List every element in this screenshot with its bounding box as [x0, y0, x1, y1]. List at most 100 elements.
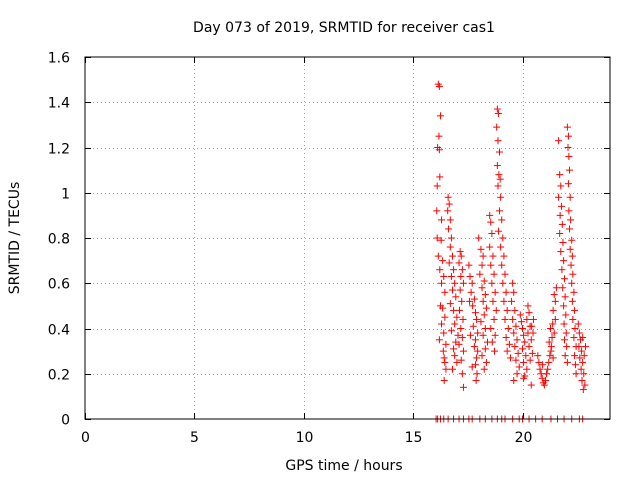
data-point — [478, 352, 486, 360]
data-point — [476, 270, 484, 278]
data-point — [523, 365, 531, 373]
data-point — [439, 257, 447, 265]
data-point — [453, 313, 461, 321]
data-point — [510, 288, 518, 296]
chart-title: Day 073 of 2019, SRMTID for receiver cas… — [193, 20, 495, 36]
data-point — [493, 123, 501, 131]
data-point — [473, 315, 481, 323]
data-point — [516, 311, 524, 319]
data-points — [432, 80, 589, 423]
data-point — [455, 340, 463, 348]
data-point — [525, 309, 533, 317]
data-point — [446, 216, 454, 224]
data-point — [511, 306, 519, 314]
data-point — [494, 110, 502, 118]
data-point — [570, 334, 578, 342]
data-point — [579, 334, 587, 342]
data-point — [440, 377, 448, 385]
data-point — [444, 207, 452, 215]
data-point — [562, 329, 570, 337]
data-point — [576, 354, 584, 362]
data-point — [521, 338, 529, 346]
data-point — [478, 284, 486, 292]
data-point — [436, 173, 444, 181]
data-point — [559, 239, 567, 247]
data-point — [468, 279, 476, 287]
data-point — [472, 377, 480, 385]
data-point — [438, 320, 446, 328]
data-point — [520, 374, 528, 382]
data-point — [578, 347, 586, 355]
data-point — [458, 370, 466, 378]
data-point — [568, 236, 576, 244]
data-point — [552, 284, 560, 292]
data-point — [470, 295, 478, 303]
data-point — [563, 123, 571, 131]
data-point — [560, 257, 568, 265]
data-point — [582, 343, 589, 351]
data-point — [441, 288, 449, 296]
data-point — [494, 227, 502, 235]
data-point — [445, 259, 453, 267]
data-point — [566, 193, 574, 201]
data-point — [550, 329, 558, 337]
data-point — [524, 302, 532, 310]
data-point — [510, 377, 518, 385]
data-point — [498, 261, 506, 269]
data-point — [513, 370, 521, 378]
data-point — [441, 313, 449, 321]
data-point — [502, 334, 510, 342]
data-point — [494, 137, 502, 145]
data-point — [469, 302, 477, 310]
data-point — [559, 284, 567, 292]
data-point — [578, 377, 586, 385]
data-point — [547, 343, 555, 351]
data-point — [481, 345, 489, 353]
data-point — [449, 252, 456, 260]
data-point — [459, 347, 467, 355]
data-point — [500, 252, 508, 260]
data-point — [572, 370, 580, 378]
data-point — [575, 329, 583, 337]
data-point — [520, 358, 528, 366]
data-point — [450, 306, 458, 314]
data-point — [438, 216, 446, 224]
data-point — [561, 352, 569, 360]
data-point — [439, 347, 447, 355]
data-point — [435, 146, 443, 154]
data-point — [488, 279, 496, 287]
data-point — [509, 279, 517, 287]
y-tick-label: 1 — [61, 187, 70, 203]
data-point — [487, 325, 495, 332]
data-point — [455, 259, 463, 267]
data-point — [551, 315, 559, 323]
data-point — [545, 338, 553, 346]
data-point — [440, 329, 448, 337]
data-point — [499, 234, 507, 242]
data-point — [457, 325, 465, 332]
x-tick-label: 0 — [81, 430, 90, 446]
y-axis-label: SRMTID / TECUs — [7, 182, 23, 295]
data-point — [435, 82, 443, 90]
data-point — [506, 354, 514, 362]
data-point — [493, 105, 501, 113]
data-point — [493, 162, 501, 170]
data-point — [512, 356, 520, 364]
data-point — [466, 272, 474, 280]
data-point — [525, 343, 533, 351]
data-point — [539, 361, 547, 369]
data-point — [458, 266, 466, 274]
data-point — [479, 331, 487, 339]
data-point — [436, 266, 444, 274]
data-point — [480, 365, 488, 373]
data-point — [479, 297, 487, 305]
y-tick-label: 1.4 — [48, 96, 70, 112]
data-point — [477, 318, 485, 326]
data-point — [446, 300, 454, 308]
data-point — [447, 327, 455, 335]
data-point — [442, 365, 450, 373]
data-point — [451, 279, 459, 287]
data-point — [492, 306, 500, 314]
data-point — [534, 352, 542, 360]
